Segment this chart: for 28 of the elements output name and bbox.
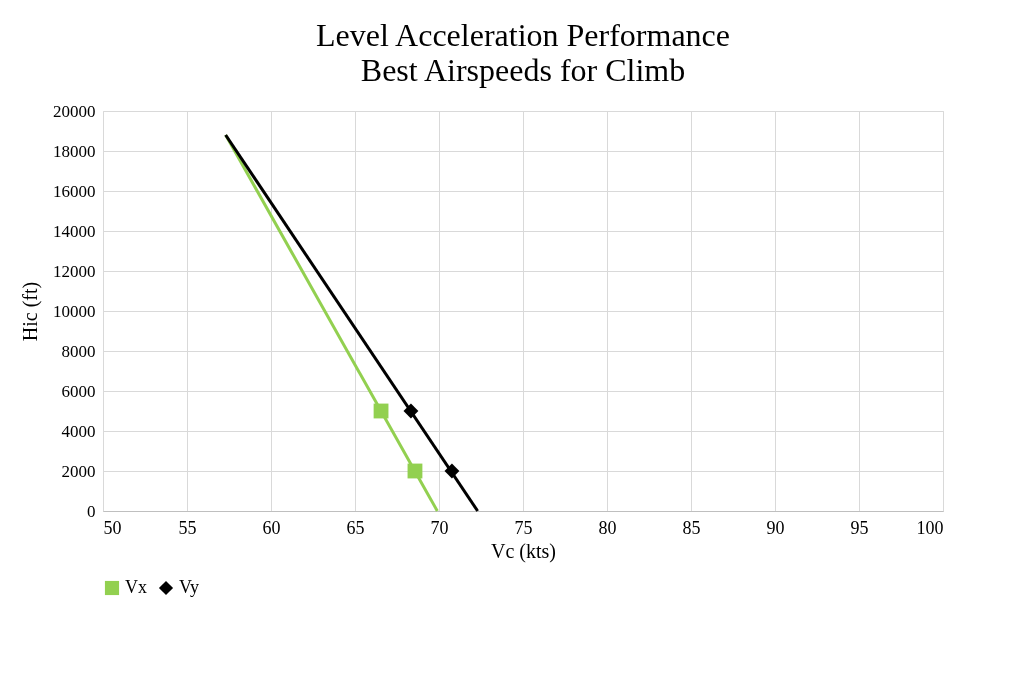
x-tick-label: 90 (766, 517, 785, 538)
chart-title: Level Acceleration Performance (316, 17, 730, 53)
y-tick-label: 0 (87, 501, 96, 521)
x-tick-label: 50 (103, 517, 122, 538)
y-tick-label: 8000 (61, 341, 96, 361)
y-tick-label: 14000 (53, 221, 96, 241)
y-tick-label: 16000 (53, 181, 96, 201)
x-tick-label: 70 (430, 517, 449, 538)
x-tick-label: 55 (178, 517, 197, 538)
x-tick-label: 95 (850, 517, 869, 538)
x-tick-label: 85 (682, 517, 701, 538)
y-tick-label: 4000 (61, 421, 96, 441)
x-tick-label: 65 (346, 517, 365, 538)
y-tick-label: 6000 (61, 381, 96, 401)
x-tick-label: 100 (916, 517, 944, 538)
y-tick-label: 12000 (53, 261, 96, 281)
y-tick-label: 20000 (53, 101, 96, 121)
legend-label: Vy (179, 577, 200, 597)
y-tick-label: 10000 (53, 301, 96, 321)
x-axis-title: Vc (kts) (491, 539, 556, 563)
chart-subtitle: Best Airspeeds for Climb (360, 52, 686, 88)
y-tick-label: 2000 (61, 461, 96, 481)
y-axis-title: Hic (ft) (19, 281, 42, 342)
legend-label: Vx (125, 577, 147, 597)
x-tick-label: 80 (598, 517, 617, 538)
x-tick-label: 60 (262, 517, 281, 538)
x-tick-label: 75 (514, 517, 533, 538)
y-tick-label: 18000 (53, 141, 96, 161)
